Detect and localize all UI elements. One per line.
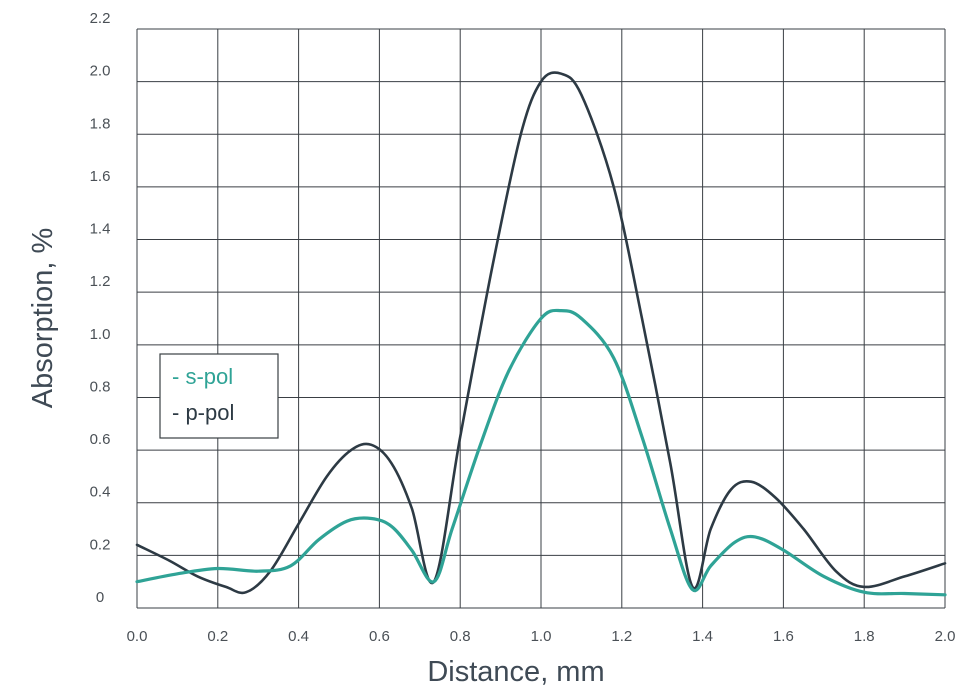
y-tick-label: 0 [96, 589, 104, 606]
y-tick-label: 0.2 [90, 536, 111, 553]
legend: - s-pol - p-pol [159, 353, 279, 439]
x-tick-label: 0.4 [288, 628, 309, 645]
y-axis-title: Absorption, % [27, 228, 59, 409]
x-tick-label: 1.8 [854, 628, 875, 645]
y-tick-label: 1.0 [90, 326, 111, 343]
x-tick-label: 1.4 [692, 628, 713, 645]
x-tick-label: 1.2 [611, 628, 632, 645]
x-tick-label: 1.6 [773, 628, 794, 645]
y-tick-label: 0.4 [90, 484, 111, 501]
grid [136, 28, 946, 609]
y-tick-label: 1.4 [90, 221, 111, 238]
x-tick-label: 0.8 [450, 628, 471, 645]
y-tick-label: 1.8 [90, 115, 111, 132]
x-tick-label: 0.6 [369, 628, 390, 645]
x-axis-title: Distance, mm [427, 656, 604, 688]
series-line-s-pol [135, 308, 947, 597]
y-tick-label: 2.0 [90, 63, 111, 80]
series-line-p-pol [135, 71, 947, 595]
y-tick-label: 1.2 [90, 273, 111, 290]
x-tick-label: 1.0 [531, 628, 552, 645]
series-layer [135, 71, 947, 597]
y-tick-label: 0.8 [90, 378, 111, 395]
x-tick-label: 0.0 [127, 628, 148, 645]
x-tick-label: 0.2 [207, 628, 228, 645]
legend-entry-p-pol: - p-pol [172, 400, 234, 425]
y-tick-label: 0.6 [90, 431, 111, 448]
legend-box [159, 353, 279, 439]
x-tick-label: 2.0 [935, 628, 956, 645]
legend-entry-s-pol: - s-pol [172, 364, 233, 389]
y-tick-label: 2.2 [90, 10, 111, 27]
ticks: 0.0 0.2 0.4 0.6 0.8 1.0 1.2 1.4 1.6 1.8 2.0 0 0.2 0.4… [90, 10, 956, 645]
y-tick-label: 1.6 [90, 168, 111, 185]
